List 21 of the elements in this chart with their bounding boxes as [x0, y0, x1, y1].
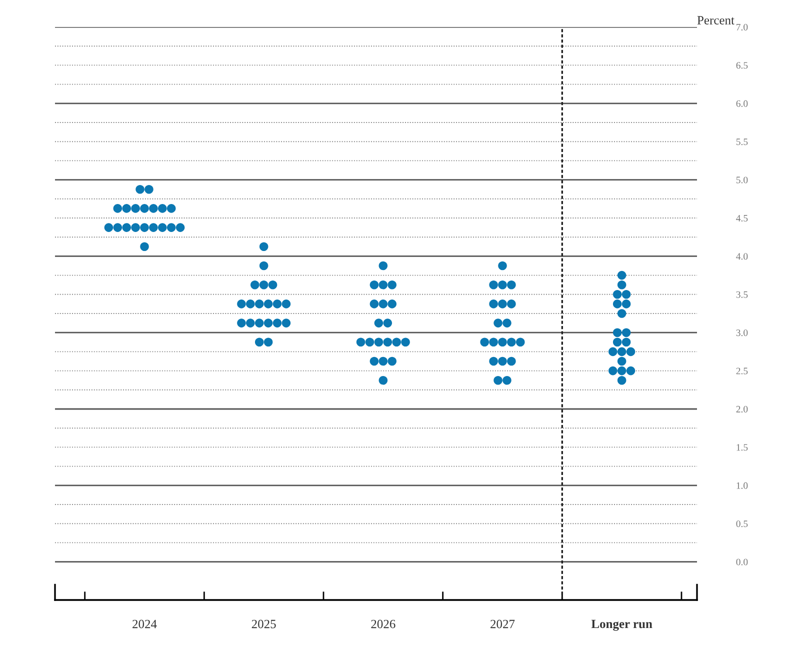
y-tick-label: 6.5 [736, 62, 748, 69]
x-tick-label: 2024 [132, 620, 157, 628]
y-tick-label: 5.5 [736, 138, 748, 146]
y-tick-label: 3.0 [736, 330, 748, 336]
y-tick-label: 4.5 [736, 214, 748, 222]
x-tick-label: Longer run [591, 620, 652, 631]
y-tick-label: 3.5 [736, 291, 748, 298]
x-tick-label: 2027 [490, 620, 515, 628]
y-tick-label: 2.5 [736, 368, 748, 374]
y-tick-label: 6.0 [736, 100, 748, 107]
y-tick-label: 1.5 [736, 444, 748, 451]
y-tick-label: 1.0 [736, 482, 748, 489]
y-axis-title: Percent [697, 16, 734, 24]
y-tick-label: 0.5 [736, 520, 748, 528]
y-tick-label: 2.0 [736, 406, 748, 413]
x-tick-label: 2025 [252, 620, 276, 628]
y-tick-label: 4.0 [736, 253, 748, 260]
y-tick-label: 0.0 [736, 558, 748, 566]
y-tick-label: 7.0 [736, 24, 748, 31]
y-tick-label: 5.0 [736, 176, 748, 184]
x-tick-label: 2026 [371, 620, 396, 628]
